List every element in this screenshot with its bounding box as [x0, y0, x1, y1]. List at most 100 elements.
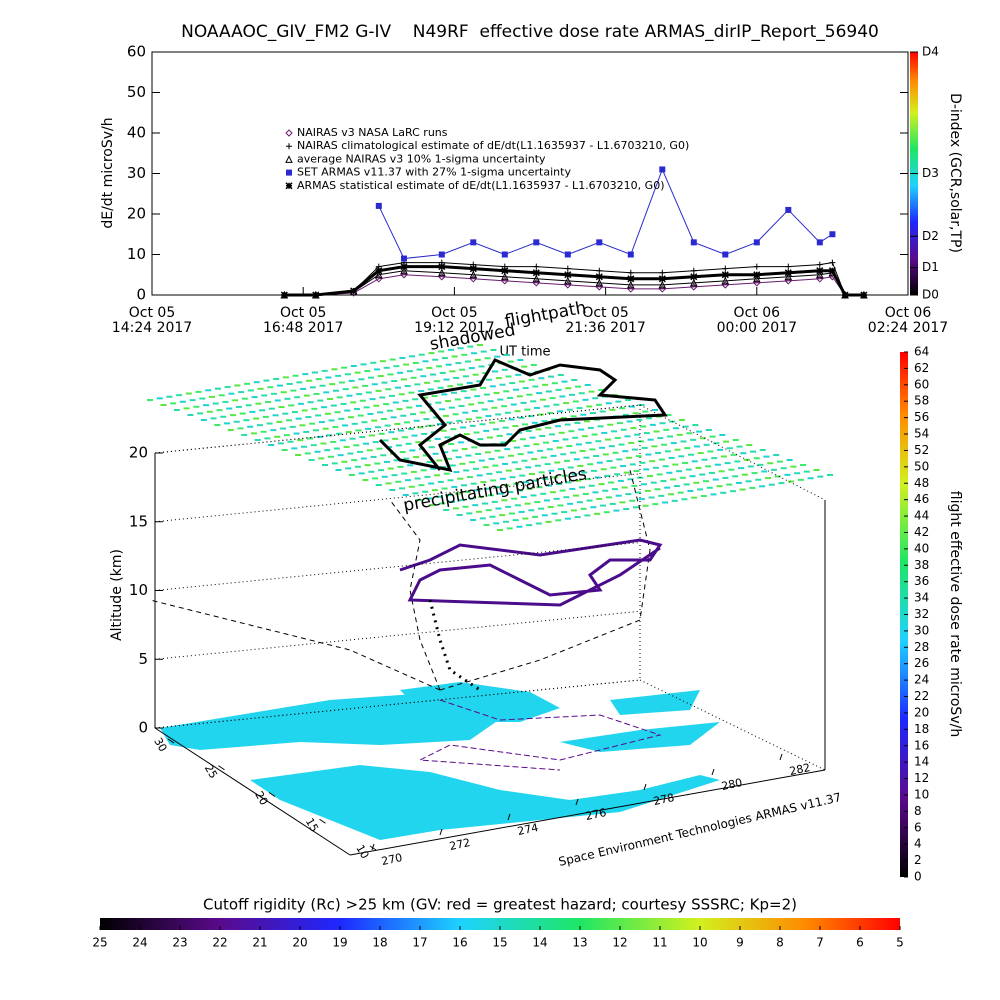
y-tick-label: 60: [127, 43, 146, 61]
marker: [350, 287, 358, 295]
marker: [312, 291, 320, 299]
colorbar-tick-label: 62: [914, 361, 929, 375]
colorbar-tick-label: 38: [914, 558, 929, 572]
marker: [595, 278, 604, 287]
x-tick-label: Oct 05 14:24 2017: [111, 305, 193, 336]
colorbar-tick-label: 58: [914, 394, 929, 408]
marker: [532, 274, 541, 283]
marker: [658, 280, 667, 289]
marker: [689, 278, 698, 287]
flight-ground-track: [418, 699, 662, 771]
x-axis-label: UT time: [500, 345, 551, 360]
colorbar-tick-label: 64: [914, 345, 929, 359]
colorbar-tick-label: 24: [914, 673, 929, 687]
colorbar-tick-label: 56: [914, 410, 929, 424]
lat-tick-label: 30: [151, 735, 169, 754]
colorbar-tick-label: 8: [776, 936, 784, 950]
marker: [860, 291, 868, 299]
marker: [659, 166, 666, 173]
grid-edge: [639, 679, 826, 771]
marker: [564, 251, 571, 258]
marker: [816, 261, 823, 268]
colorbar-tick-label: 50: [914, 459, 929, 473]
marker: [563, 276, 572, 285]
marker: [533, 263, 540, 270]
colorbar-tick-label: 12: [612, 936, 627, 950]
colorbar-label: flight effective dose rate microSv/h: [947, 491, 963, 737]
colorbar-tick-label: 10: [914, 787, 929, 801]
colorbar-tick-label: 16: [452, 936, 467, 950]
colorbar-tick-label: D0: [922, 288, 939, 302]
colorbar-tick-label: D4: [922, 45, 939, 59]
colorbar-tick-label: 21: [252, 936, 267, 950]
colorbar-tick-label: 12: [914, 771, 929, 785]
marker: [400, 263, 408, 271]
y-axis-label: Altitude (km): [109, 549, 125, 641]
colorbar-tick-label: 34: [914, 591, 929, 605]
lat-tick: [218, 765, 225, 771]
marker: [753, 239, 760, 246]
marker: [286, 143, 292, 150]
marker: [501, 251, 508, 258]
marker: [596, 267, 603, 274]
land: [560, 722, 720, 752]
flight-ascent: [428, 599, 481, 692]
lon-tick: [643, 783, 647, 791]
flight-path-altitude: [399, 538, 663, 607]
scene-3d: [147, 344, 833, 856]
chart-title: NOAAAOC_GIV_FM2 G-IV N49RF effective dos…: [181, 22, 879, 42]
colorbar-tick-label: 17: [412, 936, 427, 950]
y-tick-label: 10: [129, 581, 148, 599]
marker: [596, 239, 603, 246]
colorbar-tick-label: 14: [532, 936, 547, 950]
colorbar-tick-label: 9: [736, 936, 744, 950]
colorbar-tick-label: D2: [922, 229, 939, 243]
y-tick-label: 20: [127, 205, 146, 223]
lon-tick-label: 280: [720, 776, 743, 793]
marker: [815, 270, 824, 279]
y-tick-label: 0: [136, 286, 146, 304]
colorbar-tick-label: 16: [914, 738, 929, 752]
marker: [721, 271, 729, 279]
marker: [533, 239, 540, 246]
marker: [626, 280, 635, 289]
marker: [286, 169, 292, 176]
colorbar-tick-label: 44: [914, 509, 929, 523]
marker: [829, 259, 836, 266]
colorbar-tick-label: 32: [914, 607, 929, 621]
colorbar-tick-label: 2: [914, 853, 922, 867]
marker: [828, 267, 836, 275]
marker: [784, 269, 792, 277]
y-tick-label: 5: [138, 650, 148, 668]
x-tick-label: Oct 05 21:36 2017: [565, 305, 646, 336]
colorbar-tick-label: 26: [914, 656, 929, 670]
marker: [841, 291, 849, 299]
colorbar-tick-label: 14: [914, 755, 929, 769]
marker: [627, 251, 634, 258]
marker: [469, 270, 478, 279]
marker: [722, 251, 729, 258]
marker: [816, 267, 824, 275]
colorbar-tick-label: 20: [914, 705, 929, 719]
lon-tick: [575, 798, 579, 806]
marker: [829, 231, 836, 238]
marker: [690, 239, 697, 246]
colorbar-tick-label: 6: [856, 936, 864, 950]
land: [250, 765, 720, 840]
y-tick-label: 0: [138, 719, 148, 737]
marker: [690, 273, 698, 281]
colorbar-tick-label: D1: [922, 260, 939, 274]
lon-tick-label: 274: [516, 821, 539, 838]
legend-label: average NAIRAS v3 10% 1-sigma uncertaint…: [297, 152, 546, 165]
lon-tick: [779, 753, 783, 761]
lat-tick-label: 20: [252, 789, 270, 808]
colorbar-tick-label: 6: [914, 820, 922, 834]
land: [610, 690, 700, 715]
colorbar-tick-label: 48: [914, 476, 929, 490]
marker: [438, 263, 446, 271]
legend-label: NAIRAS v3 NASA LaRC runs: [297, 126, 448, 139]
colorbar-tick-label: 52: [914, 443, 929, 457]
marker: [564, 271, 572, 279]
